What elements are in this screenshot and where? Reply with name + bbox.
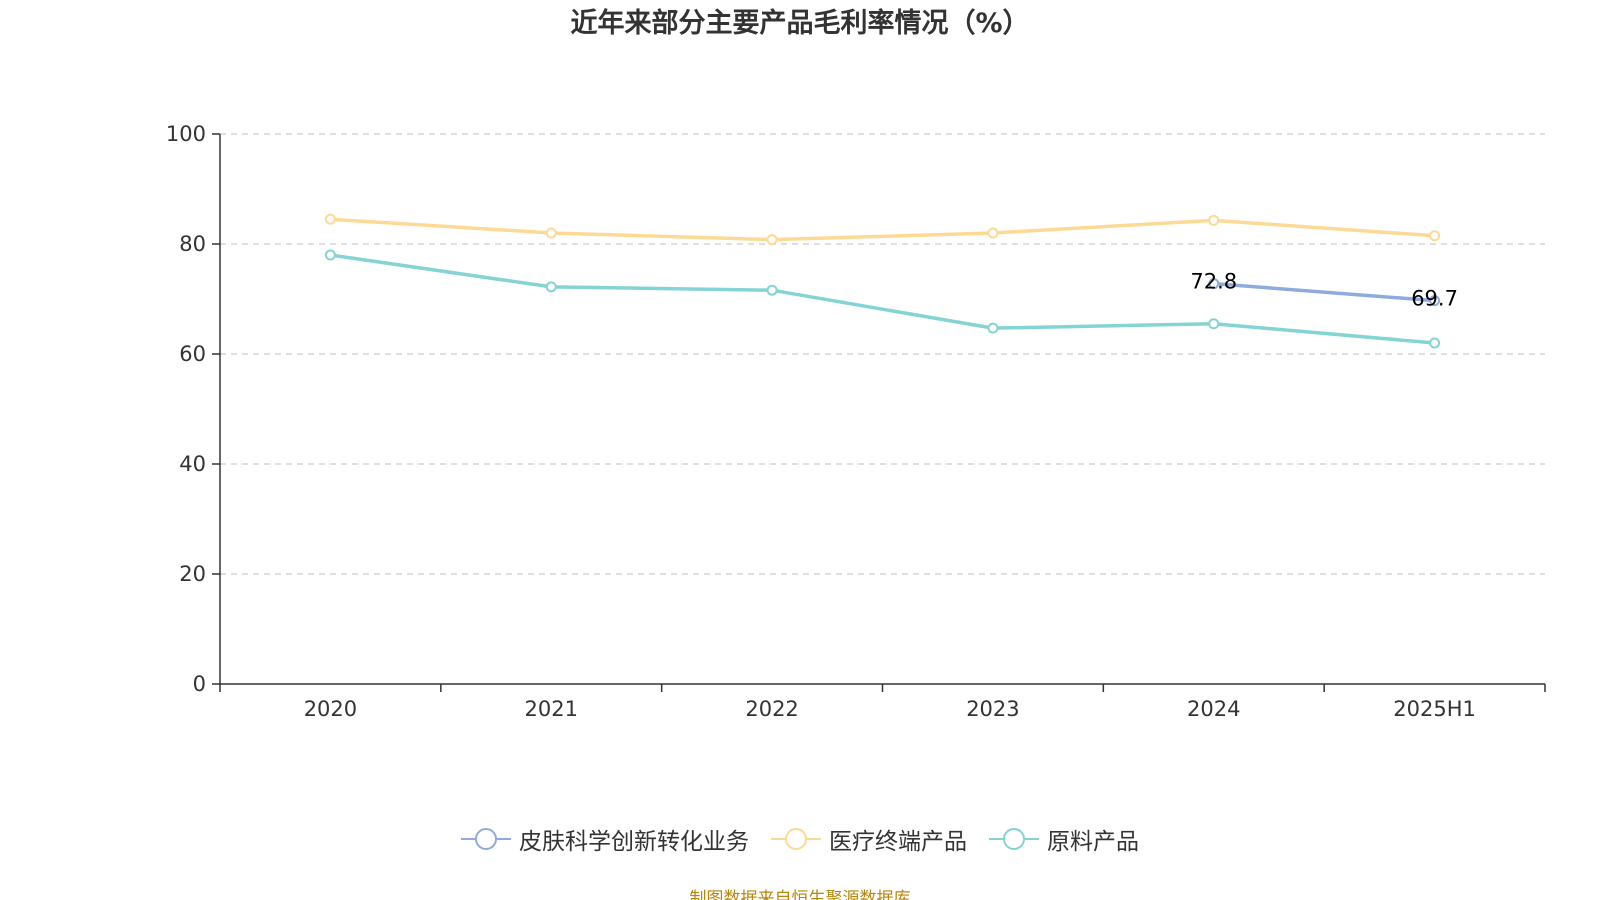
x-tick-label: 2023 [966,697,1019,721]
series-line-0 [1213,281,1435,303]
data-point [1429,295,1441,307]
legend-label: 原料产品 [1047,829,1139,855]
x-tick-label: 2024 [1187,697,1240,721]
data-point [766,234,778,246]
x-tick-label: 2022 [745,697,798,721]
data-point [1429,230,1441,242]
y-tick-label: 60 [179,342,206,366]
data-point [324,213,336,225]
y-tick-label: 40 [179,452,206,476]
legend: 皮肤科学创新转化业务 医疗终端产品 原料产品 [0,822,1600,856]
data-label: 69.7 [1411,287,1458,311]
legend-marker-icon [989,828,1039,850]
series-line-1 [330,217,1435,242]
data-point [1208,214,1220,226]
y-tick-label: 100 [166,122,206,146]
legend-label: 皮肤科学创新转化业务 [519,829,749,855]
legend-marker-icon [461,828,511,850]
data-point [766,284,778,296]
legend-item[interactable]: 原料产品 [989,822,1139,856]
legend-marker-icon [771,828,821,850]
data-label: 72.8 [1190,270,1237,294]
data-point [987,322,999,334]
data-point [987,227,999,239]
x-tick-label: 2025H1 [1393,697,1476,721]
chart-title: 近年来部分主要产品毛利率情况（%） [570,8,1030,39]
data-point [545,227,557,239]
data-labels: 72.8 69.7 [1190,270,1458,311]
grid-lines [220,133,1545,575]
legend-item[interactable]: 皮肤科学创新转化业务 [461,822,749,856]
axes: 0 20 40 60 80 100 2020 2021 2022 2023 2024 2025H1 [166,122,1546,721]
data-point [1208,318,1220,330]
source-note: 制图数据来自恒生聚源数据库 [689,889,911,900]
y-tick-label: 80 [179,232,206,256]
series-lines [324,213,1441,349]
y-tick-label: 20 [179,562,206,586]
data-point [1429,337,1441,349]
x-tick-label: 2021 [525,697,578,721]
y-tick-label: 0 [193,672,206,696]
series-line-2 [330,253,1435,345]
legend-item[interactable]: 医疗终端产品 [771,822,967,856]
data-point [545,281,557,293]
data-point [324,249,336,261]
data-point [1208,278,1220,290]
legend-label: 医疗终端产品 [829,829,967,855]
x-tick-label: 2020 [304,697,357,721]
